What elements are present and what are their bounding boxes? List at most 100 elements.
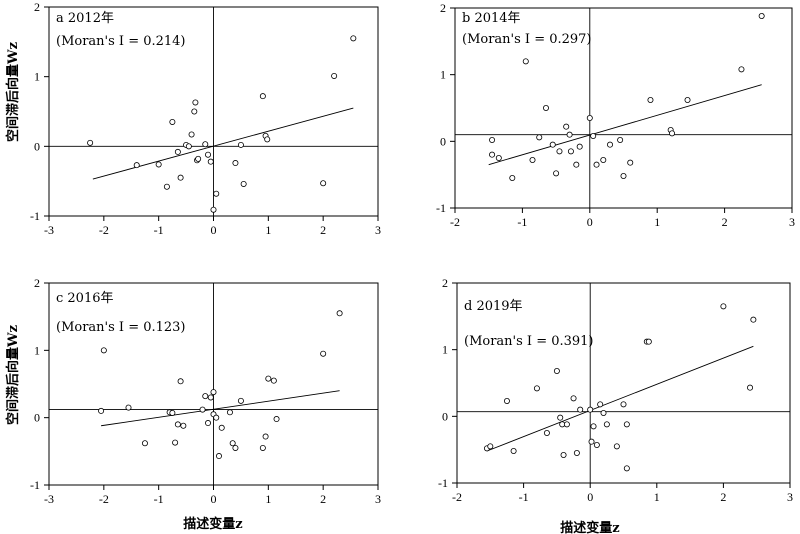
panel-c-data-point [177, 378, 184, 385]
panel-b-label: b 2014年 [462, 11, 521, 26]
panel-d-data-point [503, 397, 510, 404]
panel-a-data-point [264, 136, 271, 143]
panel-d-y-tick-label: -1 [438, 476, 448, 490]
panel-d-data-point [603, 421, 610, 428]
panel-d-label: d 2019年 [464, 299, 523, 314]
panel-a-x-tick-label: 2 [320, 223, 326, 237]
panel-d-y-tick-label: 0 [442, 409, 448, 423]
panel-c-x-tick-label: -3 [44, 492, 54, 506]
panel-c-data-point [174, 421, 181, 428]
panel-d-x-tick-label: 1 [654, 490, 660, 504]
panel-a-data-point [350, 35, 357, 42]
panel-c-data-point [320, 350, 327, 357]
panel-c-x-tick-label: 3 [375, 492, 381, 506]
panel-a-data-point [177, 174, 184, 181]
panel-d-data-point [563, 421, 570, 428]
panel-a-data-point [163, 183, 170, 190]
panel-b-data-point [593, 161, 600, 168]
panel-b-x-tick-label: 0 [587, 215, 593, 229]
panel-b-frame [454, 7, 793, 209]
panel-a-data-point [185, 143, 192, 150]
panel-d-x-tick-label: 3 [787, 490, 793, 504]
panel-c-y-tick-label: 1 [34, 343, 40, 357]
panel-c-data-point [169, 409, 176, 416]
panel-a-y-tick-label: 2 [34, 0, 40, 14]
panel-a-moran-annotation: (Moran's I = 0.214) [56, 34, 186, 49]
panel-a-data-point [202, 141, 209, 148]
panel-d-data-point [573, 449, 580, 456]
panel-d-data-point [620, 401, 627, 408]
panel-d-data-point [750, 316, 757, 323]
panel-b-x-tick-label: -2 [450, 215, 460, 229]
panel-c-data-point [237, 397, 244, 404]
panel-b-x-tick-label: 2 [722, 215, 728, 229]
panel-c-data-point [232, 444, 239, 451]
panel-a-y-tick-label: 0 [34, 139, 40, 153]
panel-a-data-point [169, 118, 176, 125]
panel-d-data-point [593, 441, 600, 448]
panel-a-x-tick-label: -2 [99, 223, 109, 237]
panel-b-x-tick-label: -1 [517, 215, 527, 229]
panel-c-data-point [199, 406, 206, 413]
panel-b-data-point [576, 143, 583, 150]
panel-a-x-tick-label: 0 [211, 223, 217, 237]
panel-c-data-point [207, 394, 214, 401]
x-axis-label-left: 描述变量z [183, 516, 242, 532]
panel-c-data-point [270, 377, 277, 384]
panel-c-data-point [205, 420, 212, 427]
panel-a-data-point [191, 108, 198, 115]
panel-a-x-tick-label: -1 [154, 223, 164, 237]
panel-c-data-point [172, 439, 179, 446]
panel-d-x-tick-label: -2 [452, 490, 462, 504]
panel-d-data-point [623, 421, 630, 428]
panel-d-data-point [720, 303, 727, 310]
panel-d-data-point [557, 414, 564, 421]
panel-d-data-point [600, 409, 607, 416]
panel-d-moran-annotation: (Moran's I = 0.391) [464, 334, 594, 349]
panel-d-frame [456, 282, 791, 484]
panel-b-data-point [647, 97, 654, 104]
panel-c-data-point [125, 404, 132, 411]
panel-c-moran-annotation: (Moran's I = 0.123) [56, 320, 186, 335]
panel-d-data-point [613, 443, 620, 450]
panel-b-data-point [529, 156, 536, 163]
panel-b-data-point [522, 58, 529, 65]
panel-d-x-tick-label: 0 [587, 490, 593, 504]
panel-a-data-point [240, 180, 247, 187]
panel-b-data-point [566, 131, 573, 138]
panel-b-data-point [567, 148, 574, 155]
panel-c-data-point [210, 389, 217, 396]
panel-d-fit-line [486, 345, 754, 452]
panel-c-data-point [273, 416, 280, 423]
panel-b-data-point [489, 136, 496, 143]
panel-d-y-tick-label: 1 [442, 343, 448, 357]
panel-a-data-point [133, 162, 140, 169]
panel-d-data-point [533, 385, 540, 392]
panel-a-fit-line [92, 107, 354, 180]
panel-b-moran-annotation: (Moran's I = 0.297) [462, 32, 592, 47]
panel-a-data-point [174, 148, 181, 155]
panel-d-data-point [590, 423, 597, 430]
panel-c-data-point [202, 393, 209, 400]
panel-a-data-point [232, 160, 239, 167]
panel-c-x-tick-label: 0 [211, 492, 217, 506]
panel-b-data-point [495, 154, 502, 161]
panel-a-data-point [320, 180, 327, 187]
panel-b-data-point [684, 97, 691, 104]
panel-b-data-point [556, 148, 563, 155]
panel-a-x-tick-label: 1 [265, 223, 271, 237]
panel-d-data-point [543, 429, 550, 436]
panel-b-data-point [573, 161, 580, 168]
panel-c-data-point [265, 375, 272, 382]
panel-a-data-point [87, 139, 94, 146]
panel-b-data-point [586, 115, 593, 122]
panel-d-y-tick-label: 2 [442, 276, 448, 290]
panel-b-y-tick-label: 1 [440, 68, 446, 82]
panel-b-data-point [669, 130, 676, 137]
panel-d-data-point [560, 451, 567, 458]
panel-b-data-point [542, 105, 549, 112]
panel-c-data-point [226, 409, 233, 416]
panel-c-data-point [141, 440, 148, 447]
y-axis-label-bottom: 空间滞后向量Wz [5, 325, 21, 425]
